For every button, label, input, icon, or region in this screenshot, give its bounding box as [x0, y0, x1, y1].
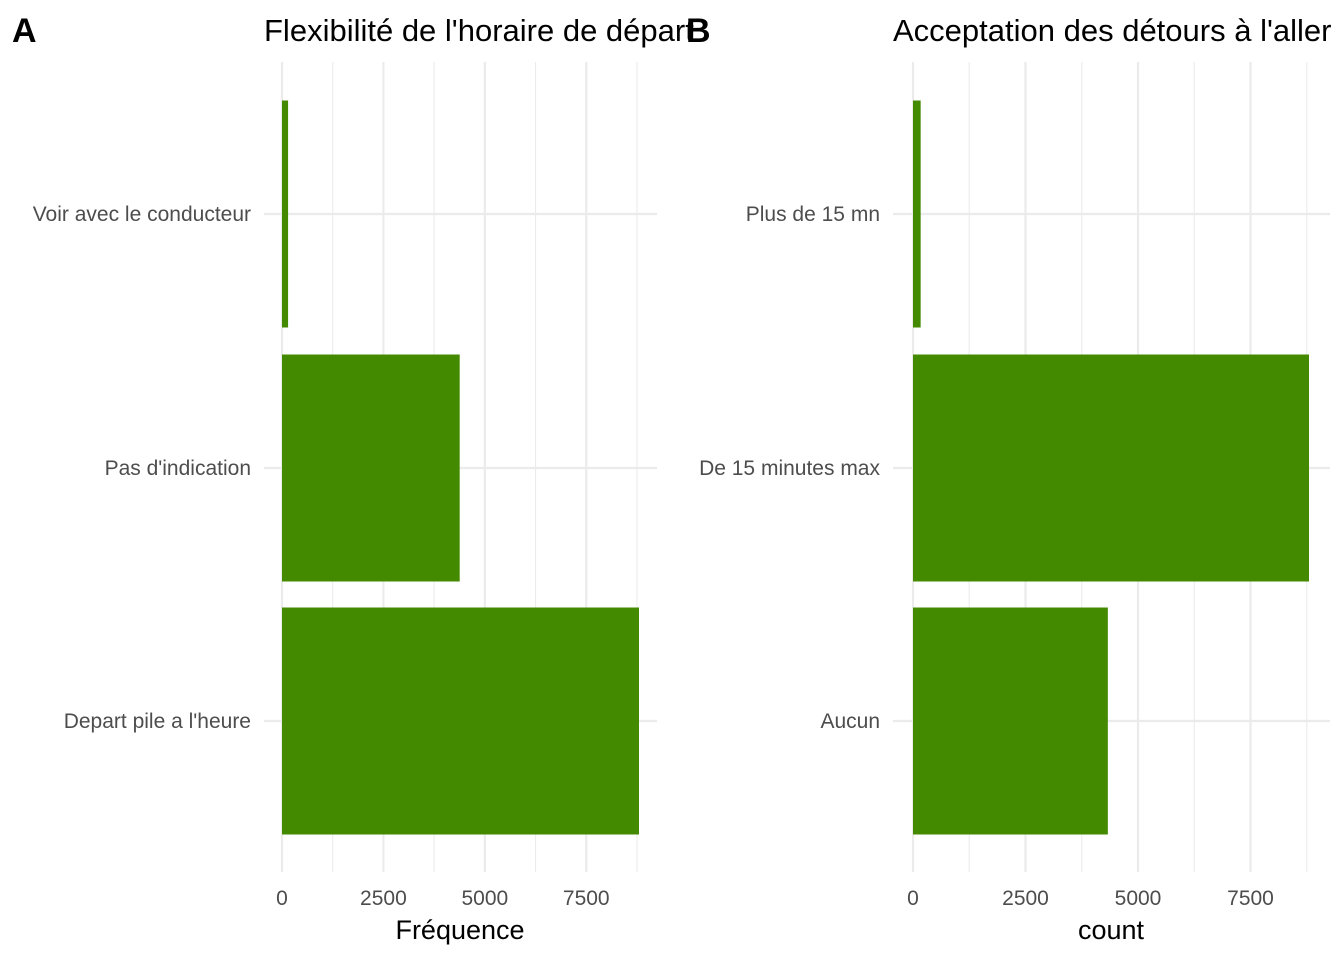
- x-tick-label: 0: [276, 887, 288, 910]
- panel-b-tag: B: [686, 12, 711, 50]
- panel-a-category-labels: Depart pile a l'heure Pas d'indication Voi…: [33, 203, 251, 733]
- panel-a: Depart pile a l'heure Pas d'indication Voi…: [12, 12, 694, 945]
- category-label: Plus de 15 mn: [746, 203, 880, 226]
- category-label: Voir avec le conducteur: [33, 203, 251, 226]
- panel-a-x-axis-label: Fréquence: [395, 915, 524, 945]
- bar: [913, 607, 1108, 835]
- x-tick-label: 2500: [1002, 887, 1049, 910]
- panel-b-category-labels: Aucun De 15 minutes max Plus de 15 mn: [699, 203, 880, 733]
- panel-b-bars: [913, 100, 1309, 835]
- panel-b-x-axis-label: count: [1078, 915, 1145, 945]
- x-tick-label: 7500: [1227, 887, 1274, 910]
- panel-a-tick-labels: 0 2500 5000 7500: [276, 887, 609, 910]
- category-label: Pas d'indication: [105, 457, 251, 480]
- panel-a-tag: A: [12, 12, 37, 50]
- x-tick-label: 7500: [563, 887, 610, 910]
- panel-b: Aucun De 15 minutes max Plus de 15 mn 0 250…: [686, 12, 1331, 945]
- bar: [913, 354, 1309, 582]
- panel-a-bars: [282, 100, 639, 835]
- category-label: Depart pile a l'heure: [64, 710, 251, 733]
- panel-b-title: Acceptation des détours à l'aller: [893, 13, 1331, 48]
- x-tick-label: 0: [907, 887, 919, 910]
- category-label: Aucun: [820, 710, 880, 733]
- panel-a-title: Flexibilité de l'horaire de départ: [264, 13, 694, 48]
- bar: [282, 354, 460, 582]
- bar: [282, 100, 289, 328]
- x-tick-label: 2500: [360, 887, 407, 910]
- bar: [913, 100, 921, 328]
- category-label: De 15 minutes max: [699, 457, 880, 480]
- x-tick-label: 5000: [1115, 887, 1162, 910]
- x-tick-label: 5000: [461, 887, 508, 910]
- panel-b-tick-labels: 0 2500 5000 7500: [907, 887, 1274, 910]
- bar: [282, 607, 639, 835]
